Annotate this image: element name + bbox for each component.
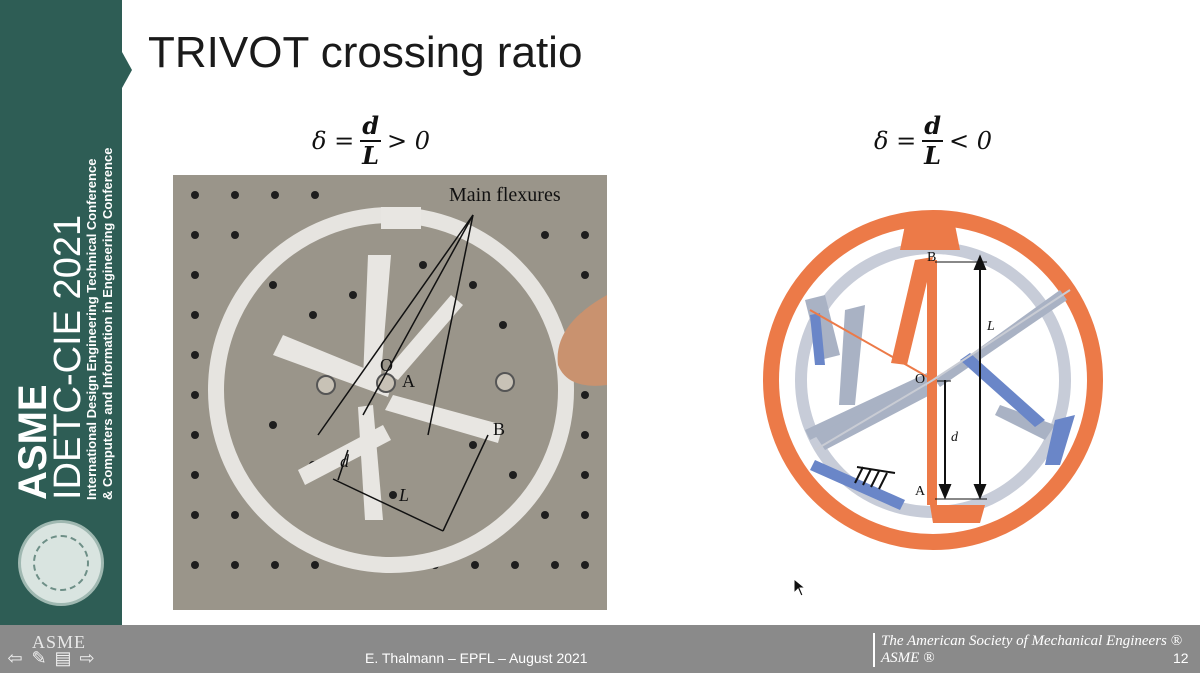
formula-positive-lhs: δ = (312, 127, 355, 155)
sidebar-conference: IDETC-CIE 2021 (47, 215, 89, 500)
sidebar-text: ASME IDETC-CIE 2021 International Design… (11, 148, 115, 500)
page-number: 12 (1173, 650, 1189, 666)
orange-flexures (891, 225, 985, 523)
society-name: The American Society of Mechanical Engin… (873, 633, 1182, 667)
footer-presenter: E. Thalmann – EPFL – August 2021 (365, 650, 588, 666)
label-photo-d: d (340, 451, 350, 471)
sidebar-pointer (122, 52, 132, 88)
formula-positive: δ = d L > 0 (312, 112, 430, 170)
label-photo-O: O (380, 355, 393, 375)
formula-positive-fraction: d L (360, 112, 381, 170)
label-diagram-A: A (915, 484, 926, 499)
formula-positive-rhs: > 0 (386, 127, 430, 155)
footer-asme-logo: ASME (32, 632, 87, 652)
formula-negative-rhs: < 0 (948, 127, 992, 155)
dimension-arrows (935, 254, 987, 500)
flexure-arms (273, 255, 503, 520)
slide-nav-controls: ⇦ ✎ ▤ ⇨ (4, 647, 98, 669)
label-diagram-O: O (915, 372, 925, 387)
finger (557, 295, 607, 386)
mouse-cursor-icon (793, 578, 807, 597)
trivot-diagram: B O A L d (763, 210, 1103, 550)
top-clamp (381, 207, 421, 229)
label-diagram-d: d (951, 430, 959, 445)
ground-hatch (854, 466, 896, 490)
formula-negative-lhs: δ = (874, 127, 917, 155)
slide-title: TRIVOT crossing ratio (148, 28, 583, 77)
formula-negative-fraction: d L (922, 112, 943, 170)
label-main-flexures: Main flexures (449, 184, 561, 206)
blue-flexures (810, 313, 1075, 510)
society-line2: ASME ® (881, 650, 935, 666)
label-photo-L: L (398, 485, 409, 505)
sidebar-brand: ASME (11, 384, 55, 500)
next-arrow-icon[interactable]: ⇨ (79, 648, 95, 668)
conference-sidebar: ASME IDETC-CIE 2021 International Design… (0, 0, 122, 625)
society-line1: The American Society of Mechanical Engin… (881, 633, 1183, 649)
prev-arrow-icon[interactable]: ⇦ (7, 648, 23, 668)
formula-positive-denominator: L (362, 141, 380, 170)
label-photo-B: B (493, 419, 505, 439)
formula-positive-numerator: d (360, 111, 381, 142)
formula-negative: δ = d L < 0 (874, 112, 992, 170)
formula-negative-denominator: L (924, 141, 942, 170)
trivot-photo: Main flexures O A B d L (173, 175, 607, 610)
slide-footer (0, 625, 1200, 673)
slides-icon[interactable]: ▤ (54, 648, 72, 668)
label-diagram-L: L (986, 319, 995, 334)
label-photo-A: A (402, 371, 415, 391)
asme-seal-icon (18, 520, 104, 606)
label-diagram-B: B (927, 250, 936, 265)
pen-icon[interactable]: ✎ (31, 648, 47, 668)
outer-orange-ring (763, 210, 1103, 550)
formula-negative-numerator: d (922, 111, 943, 142)
sidebar-line2: & Computers and Information in Engineeri… (100, 148, 115, 500)
annotation-lines (317, 214, 489, 532)
sidebar-line1: International Design Engineering Technic… (84, 159, 99, 500)
